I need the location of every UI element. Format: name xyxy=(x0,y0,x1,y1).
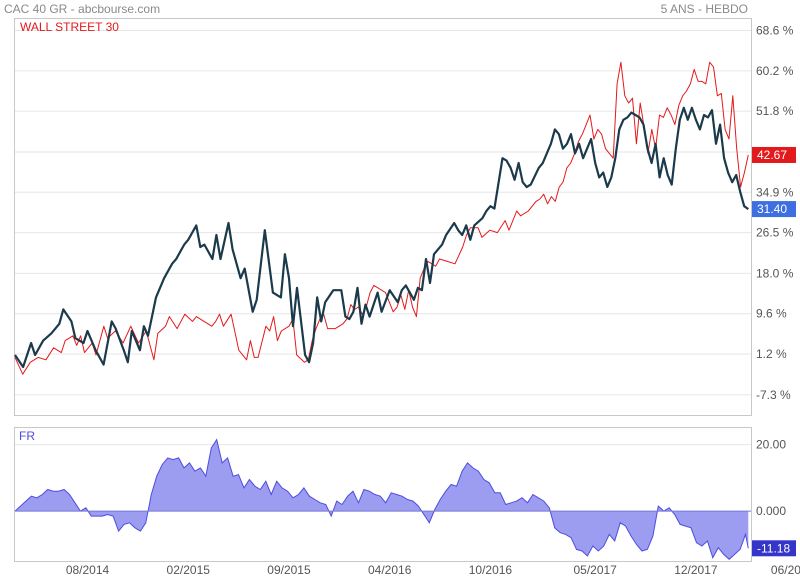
y-tick-label: 1.2 % xyxy=(756,347,787,361)
fr-area-line xyxy=(14,438,749,560)
badge-fr: -11.18 xyxy=(757,541,790,555)
main-panel-frame xyxy=(14,18,752,416)
fr-y-tick-label: 20.00 xyxy=(756,438,786,452)
main-y-axis: 68.6 %60.2 %51.8 %43.3 %34.9 %26.5 %18.0… xyxy=(756,24,794,402)
main-grid xyxy=(15,30,751,396)
y-tick-label: 51.8 % xyxy=(756,104,794,118)
y-tick-label: 60.2 % xyxy=(756,64,794,78)
x-tick-label: 04/2016 xyxy=(368,563,412,577)
y-tick-label: 9.6 % xyxy=(756,307,787,321)
y-tick-label: -7.3 % xyxy=(756,388,791,402)
y-tick-label: 18.0 % xyxy=(756,266,794,280)
y-tick-label: 68.6 % xyxy=(756,24,794,38)
x-axis: 08/2014 02/2015 09/2015 04/2016 10/2016 05/20… xyxy=(66,563,800,577)
badge-cac40gr-bg xyxy=(752,201,796,218)
fr-panel-title: FR xyxy=(19,429,35,443)
fr-y-tick-label: 0.000 xyxy=(756,504,786,518)
series-line-cac40gr xyxy=(14,106,749,369)
y-tick-label: 34.9 % xyxy=(756,185,794,199)
badge-wall-street-30-bg xyxy=(752,146,796,163)
x-tick-label: 09/2015 xyxy=(267,563,311,577)
x-tick-label: 12/2017 xyxy=(674,563,718,577)
period-label: 5 ANS - HEBDO xyxy=(661,2,748,16)
fr-value-badge: -11.18 xyxy=(752,540,796,557)
main-series-group xyxy=(14,61,749,375)
y-tick-label: 26.5 % xyxy=(756,226,794,240)
x-tick-label: 05/2017 xyxy=(573,563,617,577)
fr-y-axis: 20.00 0.000 xyxy=(756,438,786,519)
legend-wall-street-30: WALL STREET 30 xyxy=(20,20,119,34)
x-tick-label: 02/2015 xyxy=(167,563,211,577)
x-tick-label: 06/2018 xyxy=(771,563,800,577)
chart-title: CAC 40 GR - abcbourse.com xyxy=(4,2,160,16)
main-value-badges: 42.67 31.40 xyxy=(752,146,796,218)
fr-area-group xyxy=(14,438,751,560)
x-tick-label: 08/2014 xyxy=(66,563,110,577)
badge-fr-bg xyxy=(752,540,796,557)
x-tick-label: 10/2016 xyxy=(469,563,513,577)
badge-wall-street-30: 42.67 xyxy=(757,148,787,162)
fr-panel-frame xyxy=(14,427,752,562)
badge-cac40gr: 31.40 xyxy=(757,202,787,216)
series-line-wall-street-30 xyxy=(14,61,749,375)
